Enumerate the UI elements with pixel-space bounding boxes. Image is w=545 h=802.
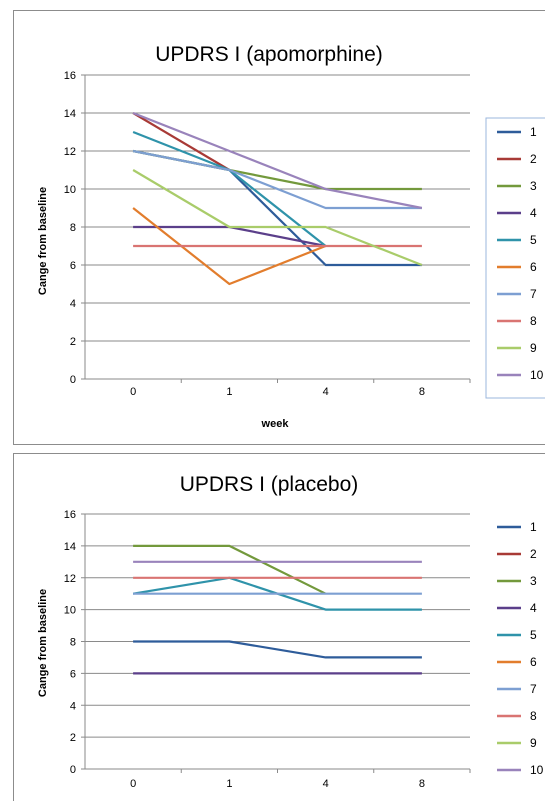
y-tick-label: 12 (64, 573, 76, 585)
legend-label: 6 (530, 260, 537, 274)
chart-title: UPDRS I (placebo) (180, 473, 359, 496)
legend-label: 6 (530, 655, 537, 669)
y-tick-label: 6 (70, 260, 76, 272)
legend-label: 9 (530, 736, 537, 750)
legend-label: 7 (530, 287, 537, 301)
legend-label: 4 (530, 206, 537, 220)
chart-panel-placebo: UPDRS I (placebo) Cange from baseline 0 2… (13, 453, 545, 801)
legend-label: 9 (530, 341, 537, 355)
legend-label: 8 (530, 314, 537, 328)
legend-label: 5 (530, 233, 537, 247)
legend-box (485, 117, 545, 399)
y-tick-label: 2 (70, 732, 76, 744)
series-line-7 (132, 149, 422, 210)
y-tick-label: 14 (64, 108, 76, 120)
series-line-3 (133, 544, 327, 595)
series-line-6 (132, 207, 327, 286)
x-axis-label: week (261, 418, 290, 430)
y-tick-label: 10 (64, 605, 76, 617)
series-line-2 (132, 112, 230, 171)
series-line-9 (132, 169, 423, 267)
x-tick-label: 4 (323, 778, 329, 790)
y-tick-label: 8 (70, 637, 76, 649)
y-tick-label: 8 (70, 222, 76, 234)
legend: 1 2 3 4 5 6 7 8 9 10 (497, 520, 544, 777)
legend-label: 3 (530, 574, 537, 588)
legend-label: 10 (530, 368, 544, 382)
y-tick-label: 12 (64, 146, 76, 158)
y-tick-label: 0 (70, 374, 76, 386)
legend-label: 2 (530, 547, 537, 561)
legend-label: 2 (530, 152, 537, 166)
legend: 1 2 3 4 5 6 7 8 9 10 (497, 125, 544, 382)
series-line-10 (132, 111, 423, 210)
legend-label: 8 (530, 709, 537, 723)
x-tick-label: 0 (130, 778, 136, 790)
chart-title: UPDRS I (apomorphine) (155, 43, 383, 66)
y-tick-label: 4 (70, 298, 76, 310)
y-tick-label: 10 (64, 184, 76, 196)
series-lines (132, 111, 423, 286)
x-tick-label: 1 (226, 778, 232, 790)
legend-label: 5 (530, 628, 537, 642)
legend-label: 10 (530, 763, 544, 777)
y-axis-label: Cange from baseline (37, 187, 49, 295)
chart-placebo: UPDRS I (placebo) Cange from baseline 0 2… (37, 473, 544, 790)
y-tick-label: 14 (64, 541, 76, 553)
y-axis-label: Cange from baseline (37, 589, 49, 697)
legend-label: 3 (530, 179, 537, 193)
y-tick-label: 4 (70, 700, 76, 712)
chart-panel-apomorphine: UPDRS I (apomorphine) Cange from baselin… (13, 10, 545, 445)
series-lines (132, 544, 422, 675)
chart-apomorphine: UPDRS I (apomorphine) Cange from baselin… (37, 43, 545, 430)
x-tick-label: 8 (419, 386, 425, 398)
y-tick-label: 6 (70, 668, 76, 680)
legend-label: 4 (530, 601, 537, 615)
y-tick-label: 16 (64, 509, 76, 521)
x-tick-label: 4 (323, 386, 329, 398)
y-tick-label: 16 (64, 70, 76, 82)
series-line-1 (133, 640, 422, 659)
y-tick-label: 0 (70, 764, 76, 776)
y-tick-label: 2 (70, 336, 76, 348)
x-tick-label: 1 (226, 386, 232, 398)
legend-label: 1 (530, 125, 537, 139)
x-tick-label: 0 (130, 386, 136, 398)
x-tick-label: 8 (419, 778, 425, 790)
legend-label: 7 (530, 682, 537, 696)
legend-label: 1 (530, 520, 537, 534)
